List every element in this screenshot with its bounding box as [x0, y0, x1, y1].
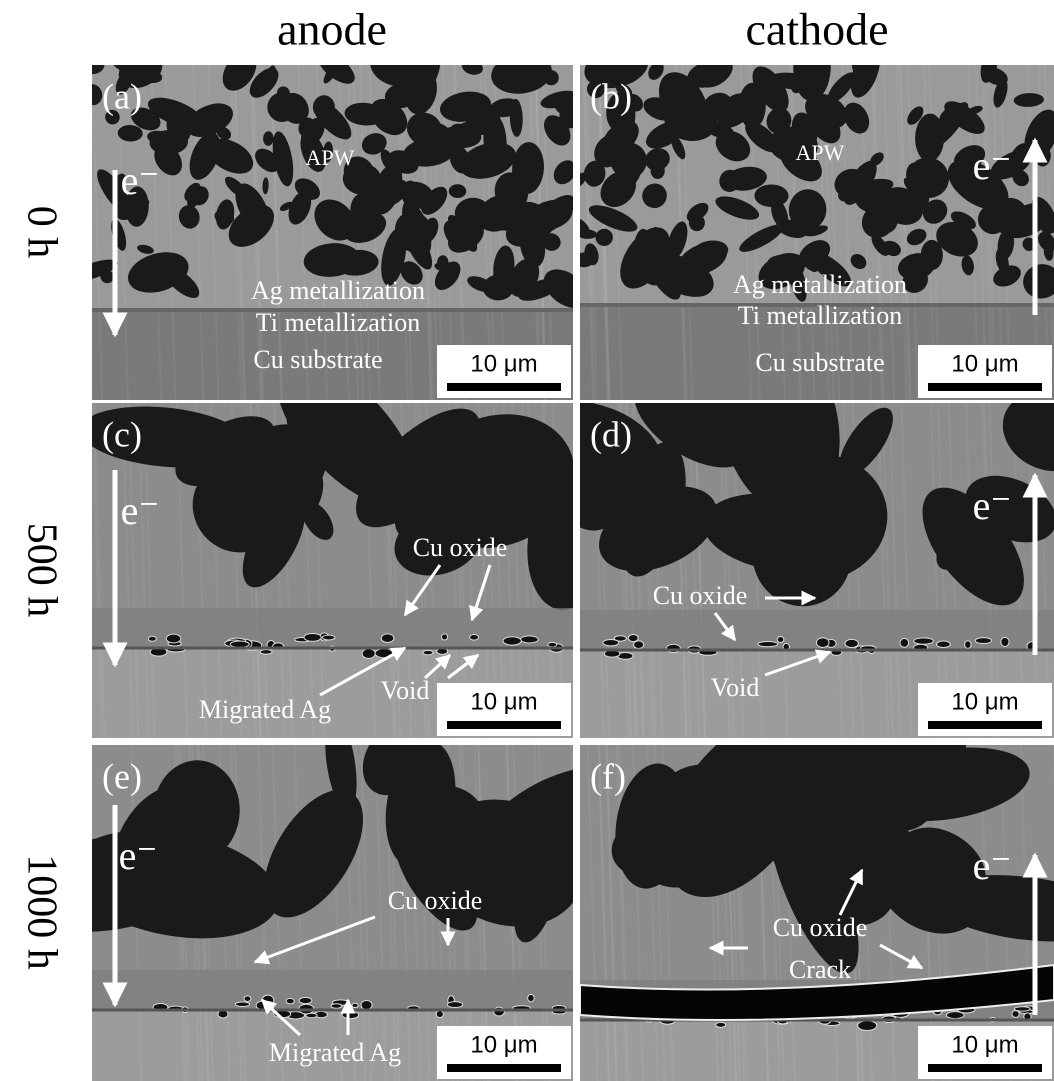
annotation: APW: [796, 140, 845, 165]
void: [447, 1002, 462, 1008]
void: [322, 635, 335, 640]
scale-label: 10 μm: [470, 1031, 537, 1058]
void: [603, 639, 619, 645]
void: [331, 1004, 342, 1009]
annotation: Cu oxide: [773, 913, 868, 942]
void: [260, 650, 272, 654]
annotation: Ti metallization: [738, 301, 902, 330]
void: [520, 636, 538, 643]
void: [845, 639, 858, 647]
void: [470, 635, 479, 641]
void: [503, 637, 521, 645]
void: [900, 638, 909, 647]
void: [628, 635, 638, 642]
annotation: Cu substrate: [253, 345, 382, 374]
void: [1014, 1007, 1030, 1011]
void: [352, 1003, 358, 1007]
void: [528, 994, 534, 1001]
void: [937, 641, 951, 647]
scale-bar: [447, 721, 561, 729]
scale-bar: [447, 1064, 561, 1072]
electron-label: e⁻: [121, 488, 160, 533]
scale-bar: [928, 1064, 1042, 1072]
panel-label: (d): [590, 414, 632, 454]
panel-label: (b): [590, 76, 632, 116]
void: [362, 649, 375, 659]
void: [306, 1013, 317, 1017]
panel-label: (f): [590, 756, 626, 796]
void: [758, 641, 778, 646]
void: [975, 638, 991, 644]
scale-label: 10 μm: [470, 688, 537, 715]
annotation: Void: [711, 673, 760, 702]
annotation: Crack: [789, 955, 851, 984]
void: [423, 650, 433, 655]
void: [235, 1002, 249, 1007]
scale-bar: [928, 721, 1042, 729]
void: [244, 996, 251, 1002]
annotation: Ag metallization: [251, 276, 425, 305]
reaction-layer: [92, 608, 573, 648]
scale-label: 10 μm: [470, 350, 537, 377]
figure: anode cathode 0 h 500 h 1000 h (a) e⁻ APW Ag met…: [0, 0, 1054, 1081]
void: [1012, 1011, 1019, 1018]
void: [548, 642, 557, 646]
panel-label: (e): [102, 756, 142, 796]
void: [436, 1011, 443, 1018]
void: [381, 634, 394, 643]
annotation: Cu oxide: [413, 533, 508, 562]
scale-bar: [447, 383, 561, 391]
panel-label: (c): [102, 414, 142, 454]
void: [634, 641, 644, 649]
column-header: anode: [277, 4, 387, 55]
void: [230, 641, 249, 647]
void: [816, 638, 829, 648]
void: [946, 1012, 964, 1019]
electron-label: e⁻: [121, 158, 160, 203]
void: [777, 637, 784, 643]
scale-label: 10 μm: [951, 1031, 1018, 1058]
annotation: Migrated Ag: [199, 695, 331, 724]
row-label: 500 h: [18, 523, 64, 618]
annotation: Cu oxide: [388, 886, 483, 915]
column-header: cathode: [745, 4, 888, 55]
electron-label: e⁻: [973, 143, 1012, 188]
annotation: Migrated Ag: [269, 1038, 401, 1067]
void: [965, 641, 971, 649]
panel-label: (a): [102, 76, 142, 116]
void: [286, 998, 294, 1004]
void: [342, 1011, 359, 1019]
void: [858, 1021, 877, 1031]
row-label: 1000 h: [18, 854, 64, 970]
annotation: Cu oxide: [653, 581, 748, 610]
void: [716, 1022, 726, 1027]
void: [1001, 637, 1009, 646]
void: [148, 636, 156, 641]
void: [361, 1000, 372, 1009]
annotation: Ag metallization: [733, 270, 907, 299]
electron-label: e⁻: [973, 843, 1012, 888]
void: [304, 633, 321, 641]
void: [914, 638, 934, 644]
void: [166, 634, 181, 643]
scale-bar: [928, 383, 1042, 391]
electron-label: e⁻: [973, 483, 1012, 528]
annotation: Ti metallization: [256, 308, 420, 337]
annotation: Cu substrate: [755, 348, 884, 377]
void: [299, 997, 312, 1003]
annotation: Void: [381, 676, 430, 705]
electron-label: e⁻: [119, 833, 158, 878]
annotation: APW: [306, 145, 355, 170]
scale-label: 10 μm: [951, 688, 1018, 715]
row-label: 0 h: [18, 206, 64, 259]
scale-label: 10 μm: [951, 350, 1018, 377]
void: [441, 634, 447, 640]
